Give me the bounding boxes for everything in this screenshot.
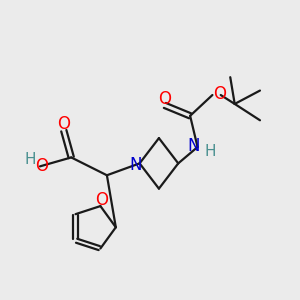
Text: N: N [188, 137, 200, 155]
Text: O: O [57, 115, 70, 133]
Text: H: H [204, 144, 216, 159]
Text: H: H [25, 152, 36, 167]
Text: N: N [130, 156, 142, 174]
Text: O: O [158, 90, 171, 108]
Text: O: O [95, 190, 108, 208]
Text: O: O [213, 85, 226, 103]
Text: O: O [35, 157, 48, 175]
